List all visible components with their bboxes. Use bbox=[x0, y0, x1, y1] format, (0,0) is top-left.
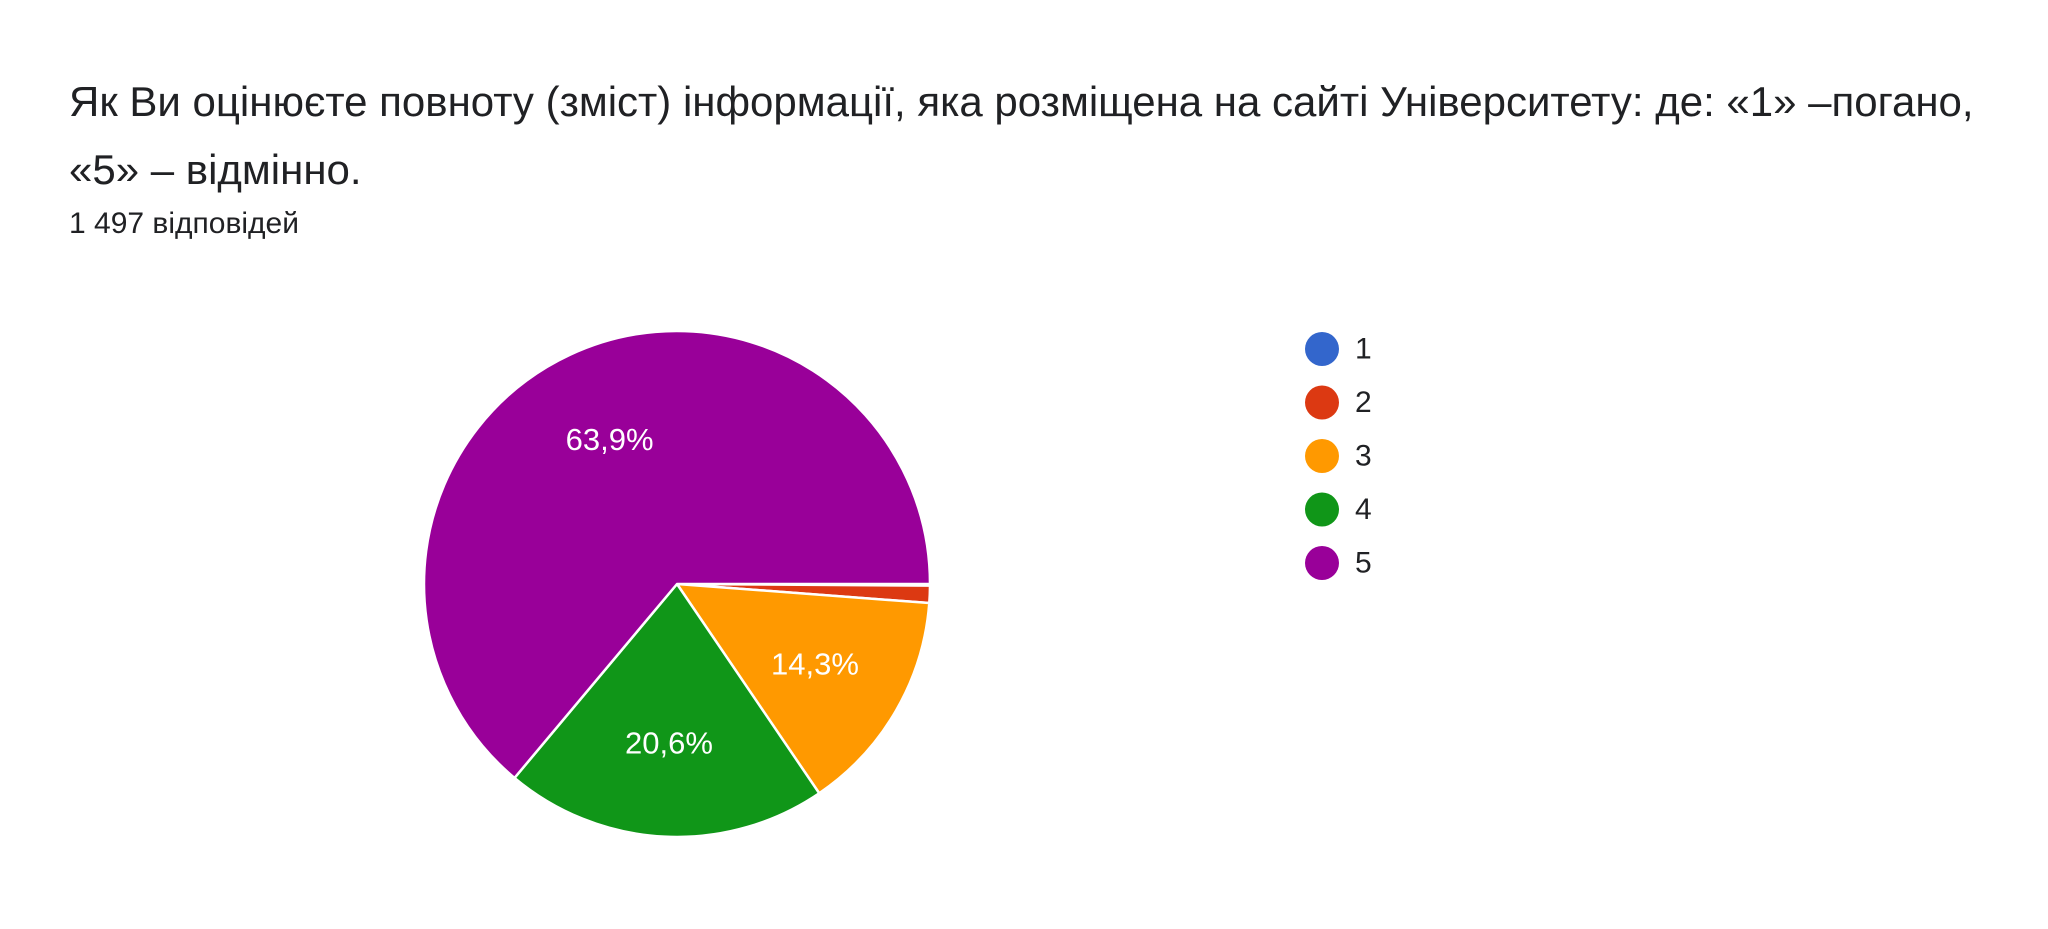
slice-label-4: 20,6% bbox=[625, 726, 713, 761]
legend-swatch-1 bbox=[1305, 332, 1339, 366]
legend-swatch-4 bbox=[1305, 492, 1339, 527]
response-count: 1 497 відповідей bbox=[69, 207, 299, 240]
legend-label-2: 2 bbox=[1355, 386, 1372, 419]
legend-label-4: 4 bbox=[1355, 493, 1372, 526]
legend-label-1: 1 bbox=[1355, 333, 1372, 366]
chart-legend: 1 2 3 4 5 bbox=[1305, 332, 1372, 580]
pie-slices bbox=[422, 329, 932, 839]
legend-label-5: 5 bbox=[1355, 547, 1372, 580]
legend-swatch-5 bbox=[1305, 546, 1339, 580]
pie-slice-3 bbox=[675, 582, 931, 795]
question-title: Як Ви оцінюєте повноту (зміст) інформаці… bbox=[69, 78, 1974, 193]
slice-label-5: 63,9% bbox=[566, 422, 654, 457]
legend-swatch-2 bbox=[1305, 385, 1339, 420]
pie-slice-labels: 14,3% 20,6% 63,9% bbox=[566, 422, 859, 761]
pie-slice-4 bbox=[513, 582, 821, 839]
legend-swatch-3 bbox=[1305, 439, 1339, 473]
pie-slice-5 bbox=[422, 329, 932, 780]
legend-label-3: 3 bbox=[1355, 440, 1372, 473]
slice-label-3: 14,3% bbox=[771, 646, 859, 681]
